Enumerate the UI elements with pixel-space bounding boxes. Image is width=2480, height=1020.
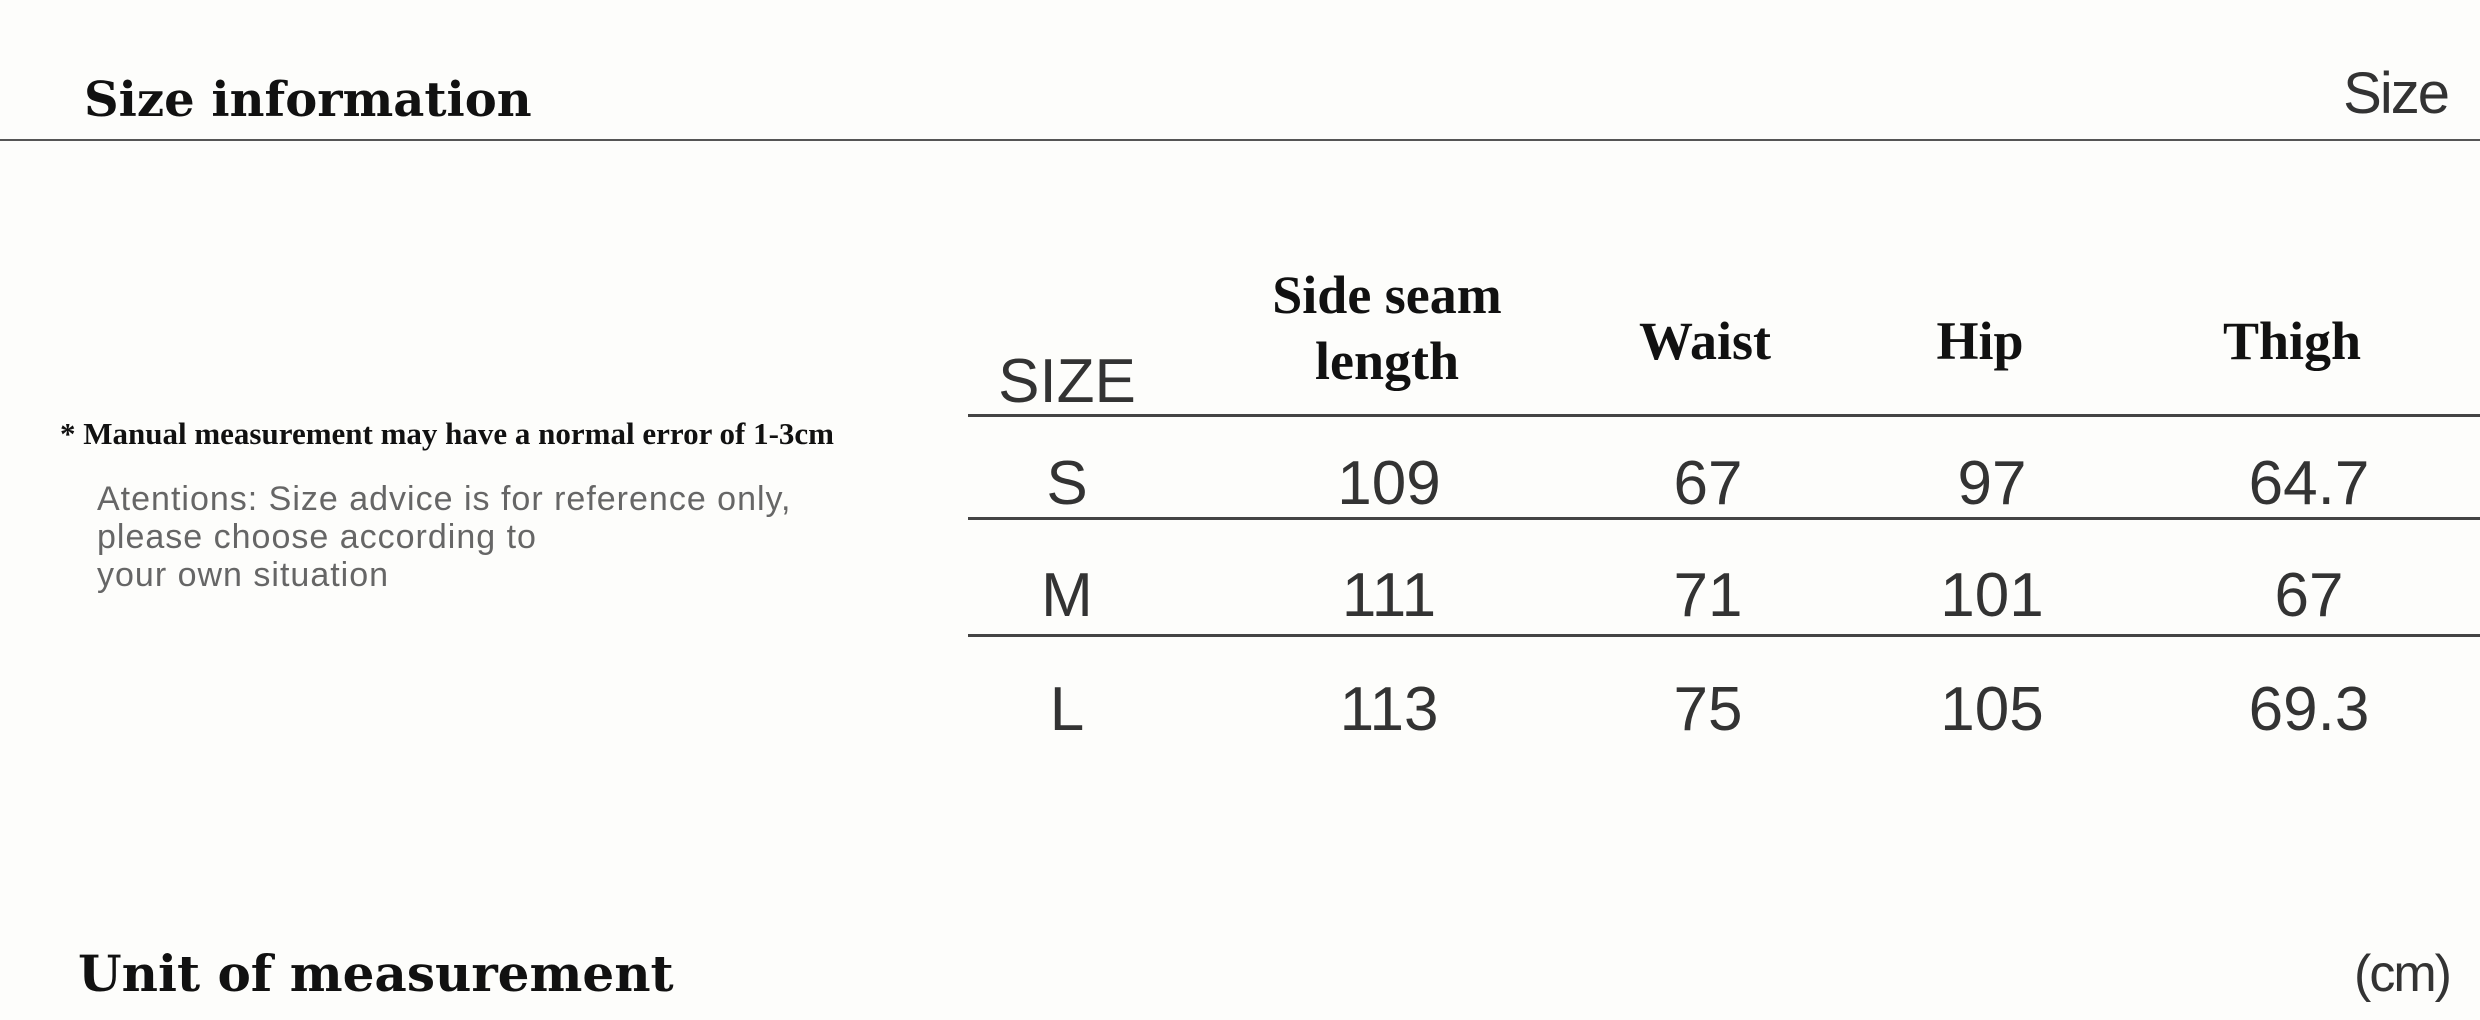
cell-size: S — [1046, 449, 1088, 518]
cell-hip: 97 — [1957, 449, 2027, 518]
cell-size: L — [1049, 675, 1085, 744]
cell-thigh: 69.3 — [2248, 675, 2370, 744]
cell-side-seam: 111 — [1341, 561, 1437, 630]
cell-thigh: 64.7 — [2248, 449, 2370, 518]
size-label: Size — [2343, 61, 2450, 126]
column-header-side-seam-length: Side seam length — [1272, 265, 1502, 391]
unit-label: Unit of measurement — [78, 944, 674, 1003]
measurement-note: * Manual measurement may have a normal e… — [60, 416, 835, 451]
table-rule — [968, 634, 2480, 637]
column-header-waist: Waist — [1638, 311, 1772, 371]
cell-hip: 101 — [1940, 561, 2044, 630]
cell-side-seam: 109 — [1337, 449, 1441, 518]
cell-size: M — [1041, 561, 1093, 630]
cell-side-seam: 113 — [1339, 675, 1439, 744]
cell-waist: 67 — [1673, 449, 1743, 518]
table-rule — [968, 414, 2480, 417]
cell-hip: 105 — [1940, 675, 2044, 744]
cell-waist: 71 — [1673, 561, 1743, 630]
cell-waist: 75 — [1673, 675, 1743, 744]
column-header-hip: Hip — [1936, 311, 2024, 371]
table-rule — [968, 517, 2480, 520]
column-header-thigh: Thigh — [2222, 311, 2362, 371]
unit-value: (cm) — [2354, 945, 2452, 1003]
page-title: Size information — [84, 72, 532, 128]
cell-thigh: 67 — [2274, 561, 2344, 630]
header-divider — [0, 139, 2480, 141]
attention-note: Atentions: Size advice is for reference … — [97, 480, 792, 594]
column-header-size: SIZE — [998, 347, 1136, 416]
